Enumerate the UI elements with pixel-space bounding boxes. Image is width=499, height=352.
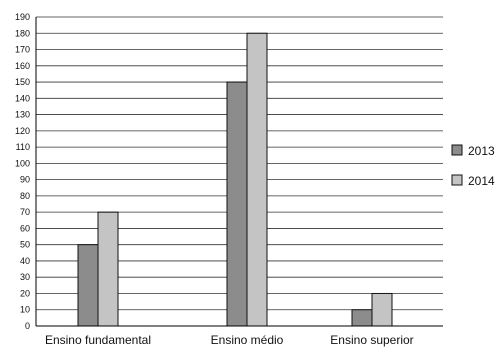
y-tick-label: 140 [15, 93, 30, 103]
y-tick-label: 190 [15, 12, 30, 22]
legend-label-2014: 2014 [468, 174, 495, 188]
bar-2013-0 [77, 244, 99, 327]
bar-2013-1 [226, 81, 248, 327]
axes [35, 17, 443, 327]
legend-swatch-2014 [451, 174, 463, 186]
y-tick-label: 100 [15, 158, 30, 168]
y-tick-label: 180 [15, 28, 30, 38]
y-tick-label: 170 [15, 45, 30, 55]
y-tick-label: 110 [16, 142, 30, 152]
legend: 2013 2014 [451, 144, 495, 188]
y-tick-label: 80 [20, 191, 30, 201]
x-category-label: Ensino médio [211, 333, 284, 347]
y-tick-label: 150 [15, 77, 30, 87]
y-tick-label: 120 [15, 126, 30, 136]
bar-2014-1 [246, 32, 268, 327]
y-tick-label: 90 [20, 175, 30, 185]
y-tick-label: 50 [20, 240, 30, 250]
bar-2014-2 [371, 292, 393, 327]
y-tick-label: 70 [20, 207, 30, 217]
y-tick-label: 20 [20, 288, 30, 298]
y-tick-labels: 0 10 20 30 40 50 60 70 80 90 100 110 120 130 140 150 160… [15, 12, 30, 331]
bars [77, 32, 393, 327]
x-category-labels: Ensino fundamental Ensino médio Ensino sup… [45, 333, 414, 347]
y-tick-label: 40 [20, 256, 30, 266]
y-tick-label: 10 [20, 305, 30, 315]
bar-2013-2 [351, 309, 373, 327]
legend-swatch-2013 [451, 144, 463, 156]
bar-2014-0 [97, 211, 119, 327]
legend-label-2013: 2013 [468, 144, 495, 158]
y-tick-label: 160 [15, 61, 30, 71]
x-category-label: Ensino superior [330, 333, 413, 347]
y-tick-label: 0 [25, 321, 30, 331]
y-tick-label: 30 [20, 272, 30, 282]
x-category-label: Ensino fundamental [45, 333, 151, 347]
y-tick-label: 60 [20, 223, 30, 233]
y-tick-label: 130 [15, 110, 30, 120]
